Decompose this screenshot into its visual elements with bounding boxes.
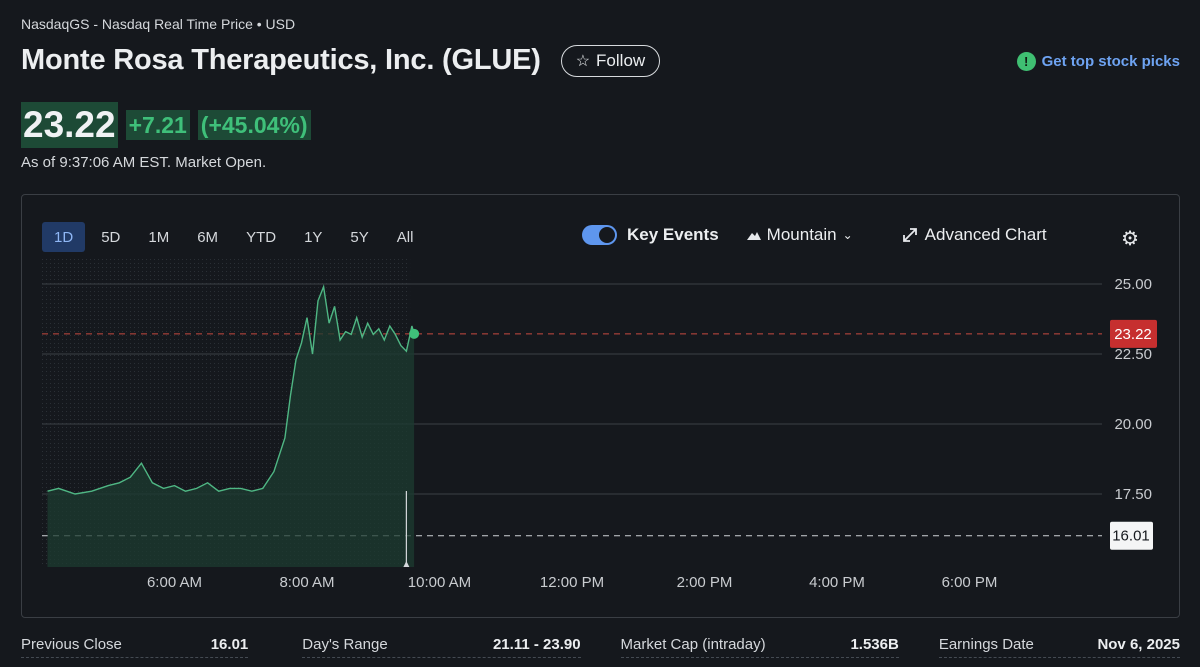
chart-tools: Key Events Mountain ⌄ Advanced Chart	[582, 225, 1047, 245]
y-tick-label: 17.50	[1114, 486, 1152, 503]
exclamation-icon: !	[1016, 52, 1036, 71]
page-title: Monte Rosa Therapeutics, Inc. (GLUE)	[21, 44, 541, 76]
x-tick-label: 2:00 PM	[677, 574, 733, 591]
advanced-chart-button[interactable]: Advanced Chart	[902, 225, 1047, 245]
advanced-chart-label: Advanced Chart	[924, 225, 1047, 244]
exchange-info: NasdaqGS - Nasdaq Real Time Price • USD	[21, 16, 296, 32]
price-area	[47, 286, 415, 567]
last-price-dot	[409, 328, 420, 339]
range-1d[interactable]: 1D	[42, 222, 86, 252]
range-all[interactable]: All	[396, 228, 414, 246]
mountain-icon	[746, 232, 761, 240]
stat-3: Earnings Date Nov 6, 2025	[938, 636, 1180, 658]
picks-label: Get top stock picks	[1041, 53, 1180, 70]
stat-label: Previous Close	[21, 636, 122, 653]
x-tick-label: 6:00 PM	[942, 574, 998, 591]
x-tick-label: 8:00 AM	[279, 574, 334, 591]
range-5d[interactable]: 5D	[101, 228, 121, 246]
stat-value: 21.11 - 23.90	[492, 636, 581, 653]
current-price-label: 23.22	[1114, 326, 1152, 343]
as-of-time: As of 9:37:06 AM EST. Market Open.	[21, 154, 267, 171]
quote-row: 23.22 +7.21 (+45.04%)	[21, 102, 311, 148]
price-line	[47, 284, 415, 495]
stat-label: Market Cap (intraday)	[620, 636, 766, 653]
stat-value: 16.01	[210, 636, 249, 653]
x-tick-label: 12:00 PM	[540, 574, 604, 591]
price-change-percent: (+45.04%)	[197, 110, 311, 140]
range-ytd[interactable]: YTD	[246, 228, 277, 246]
current-price: 23.22	[21, 102, 118, 148]
previous-close-tag	[1110, 521, 1153, 550]
range-6m[interactable]: 6M	[197, 228, 219, 246]
x-tick-label: 10:00 AM	[408, 574, 471, 591]
key-events-toggle[interactable]	[582, 225, 617, 245]
y-tick-label: 22.50	[1114, 346, 1152, 363]
top-stock-picks-link[interactable]: ! Get top stock picks	[1016, 52, 1180, 71]
chart-card: 1D 5D 1M 6M YTD 1Y 5Y All Key Events Mountain ⌄…	[21, 194, 1180, 618]
stat-label: Day's Range	[302, 636, 388, 653]
event-marker	[403, 561, 410, 567]
key-events-label: Key Events	[627, 225, 719, 244]
stat-1: Day's Range 21.11 - 23.90	[302, 636, 581, 658]
follow-label: Follow	[596, 50, 646, 70]
y-tick-label: 25.00	[1114, 276, 1152, 293]
range-selector: 1D 5D 1M 6M YTD 1Y 5Y All	[42, 222, 425, 252]
range-1y[interactable]: 1Y	[304, 228, 323, 246]
chart-type-dropdown[interactable]: Mountain ⌄	[746, 225, 853, 245]
stat-0: Previous Close 16.01	[21, 636, 249, 658]
stat-label: Earnings Date	[938, 636, 1034, 653]
title-row: Monte Rosa Therapeutics, Inc. (GLUE) ☆ F…	[21, 44, 661, 77]
follow-button[interactable]: ☆ Follow	[560, 44, 661, 77]
stat-value: Nov 6, 2025	[1097, 636, 1180, 653]
stat-2: Market Cap (intraday) 1.536B	[620, 636, 899, 658]
range-1m[interactable]: 1M	[148, 228, 170, 246]
x-tick-label: 6:00 AM	[147, 574, 202, 591]
stat-value: 1.536B	[850, 636, 899, 653]
chart-type-label: Mountain	[766, 225, 837, 244]
x-tick-label: 4:00 PM	[809, 574, 865, 591]
expand-icon	[902, 228, 917, 242]
gear-icon[interactable]: ⚙	[1121, 228, 1139, 250]
chevron-down-icon: ⌄	[842, 228, 853, 242]
price-chart: 25.00 22.50 20.00 17.50 16.01 23.22 6:00 AM 8:0…	[42, 257, 1157, 591]
current-price-tag	[1110, 319, 1157, 348]
price-change: +7.21	[125, 110, 190, 140]
previous-close-label: 16.01	[1112, 528, 1150, 545]
y-tick-label: 20.00	[1114, 416, 1152, 433]
range-5y[interactable]: 5Y	[350, 228, 369, 246]
star-icon: ☆	[575, 52, 591, 70]
stats-row: Previous Close 16.01 Day's Range 21.11 - 23…	[21, 636, 1180, 658]
